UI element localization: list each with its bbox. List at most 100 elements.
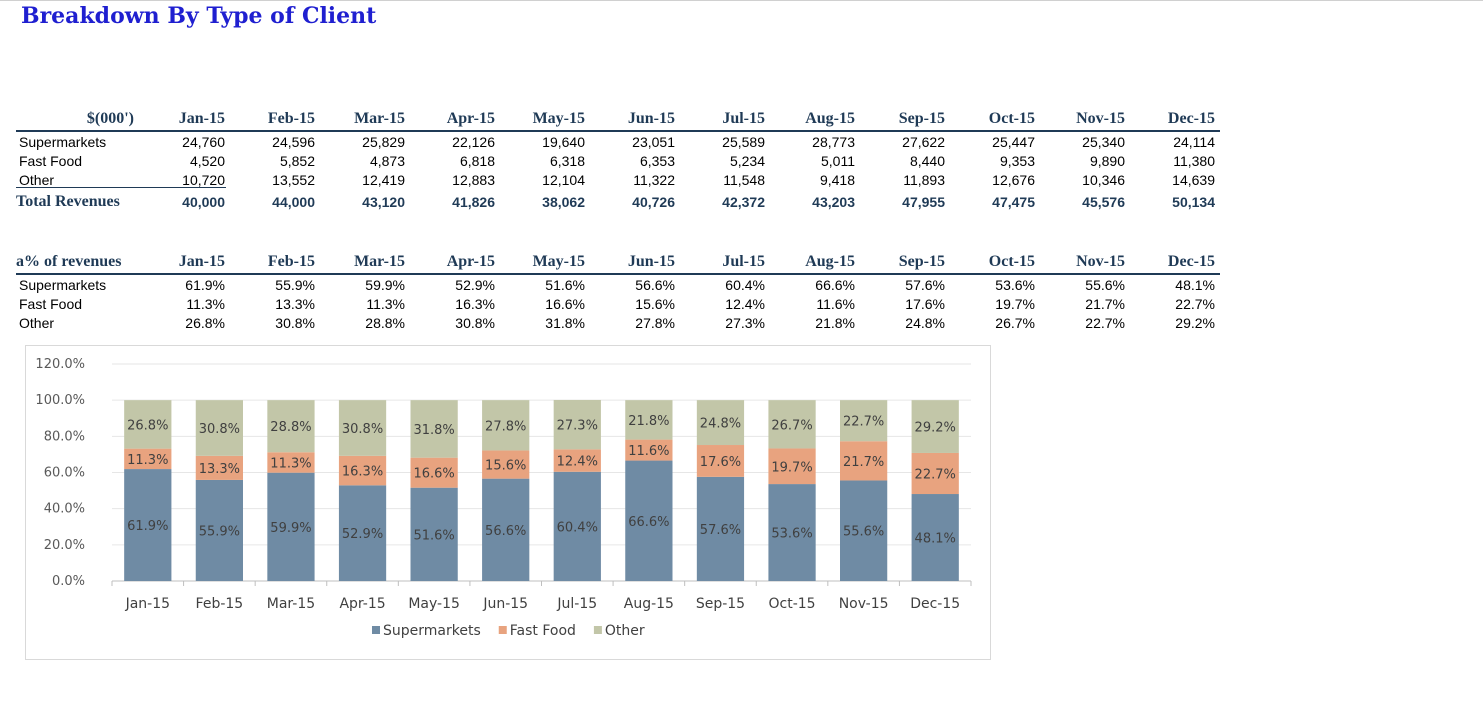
table-row: Supermarkets 61.9% 55.9% 59.9% 52.9% 51.6% 56.… [16, 275, 1220, 294]
data-label: 16.6% [413, 467, 454, 482]
x-tick-label: May-15 [408, 596, 460, 612]
table-cell: 5,011 [821, 153, 855, 169]
table-cell: 25,340 [1082, 134, 1125, 150]
table-cell: 6,818 [459, 153, 495, 169]
data-label: 28.8% [270, 420, 311, 435]
total-cell: 47,475 [992, 194, 1035, 210]
bar-supermarkets [840, 480, 888, 581]
month-header: Dec-15 [1167, 110, 1215, 127]
x-tick-label: Sep-15 [696, 596, 745, 612]
month-header: Apr-15 [446, 253, 495, 270]
bar-fast-food [625, 439, 673, 461]
total-label: Total Revenues [16, 193, 120, 210]
legend-label: Other [605, 623, 645, 639]
bar-supermarkets [124, 469, 172, 581]
month-header: Aug-15 [805, 110, 855, 127]
table-cell: 60.4% [725, 277, 765, 293]
month-header: Oct-15 [988, 110, 1035, 127]
x-tick-label: Apr-15 [339, 596, 385, 612]
table-cell: 31.8% [545, 315, 585, 331]
x-tick-label: Dec-15 [910, 596, 960, 612]
table-cell: 26.8% [185, 315, 225, 331]
data-label: 51.6% [413, 528, 454, 543]
bar-supermarkets [553, 471, 601, 581]
revenue-table: $(000') Jan-15 Feb-15 Mar-15 Apr-15 May-15 Jun… [16, 110, 1220, 213]
total-cell: 38,062 [542, 194, 585, 210]
table-cell: 27.8% [635, 315, 675, 331]
bar-fast-food [410, 457, 458, 488]
month-header: Nov-15 [1076, 110, 1125, 127]
data-label: 13.3% [199, 462, 240, 477]
table-row: Fast Food 4,520 5,852 4,873 6,818 6,318 6,353 5… [16, 151, 1220, 170]
table-header: a% of revenues Jan-15 Feb-15 Mar-15 Apr-15 Ma… [16, 253, 1220, 275]
y-tick-label: 120.0% [35, 357, 85, 372]
data-label: 27.8% [485, 419, 526, 434]
month-header: Feb-15 [267, 253, 315, 270]
chart-canvas: 0.0% 20.0% 40.0% 60.0% 80.0% 100.0% 120.0% 61.9… [35, 357, 972, 639]
data-label: 16.3% [342, 465, 383, 480]
table-row: Other 26.8% 30.8% 28.8% 30.8% 31.8% 27.8% 27.3%… [16, 313, 1220, 332]
table-row: Supermarkets 24,760 24,596 25,829 22,126 19,6… [16, 132, 1220, 151]
table-cell: 6,318 [549, 153, 585, 169]
month-header: Jan-15 [178, 253, 225, 270]
table-cell: 24,596 [272, 134, 315, 150]
table-cell: 13.3% [275, 296, 315, 312]
table-cell: 10,720 [182, 172, 225, 188]
table-cell: 25,829 [362, 134, 405, 150]
data-label: 60.4% [557, 520, 598, 535]
x-tick-label: Jul-15 [556, 596, 597, 612]
table-cell: 25,447 [992, 134, 1035, 150]
bar-fast-food [696, 445, 745, 477]
bar-fast-food [553, 449, 601, 472]
data-label: 11.6% [628, 444, 669, 459]
data-label: 26.7% [771, 418, 812, 433]
month-header: May-15 [532, 110, 585, 127]
month-header: May-15 [532, 253, 585, 270]
table-cell: 16.6% [545, 296, 585, 312]
month-header: Sep-15 [898, 253, 945, 270]
total-cell: 44,000 [272, 194, 315, 210]
table-cell: 17.6% [905, 296, 945, 312]
table-cell: 57.6% [905, 277, 945, 293]
table-cell: 12,676 [992, 172, 1035, 188]
total-cell: 50,134 [1172, 194, 1215, 210]
legend-swatch [372, 626, 380, 634]
table-cell: 66.6% [815, 277, 855, 293]
table-cell: 24,114 [1173, 134, 1215, 150]
table-corner-label: a% of revenues [16, 253, 122, 270]
table-cell: 12,419 [362, 172, 405, 188]
total-cell: 47,955 [902, 194, 945, 210]
table-cell: 19.7% [995, 296, 1035, 312]
table-cell: 4,520 [189, 153, 225, 169]
total-cell: 40,000 [182, 194, 225, 210]
data-label: 27.3% [557, 419, 598, 434]
month-header: Jan-15 [178, 110, 225, 127]
table-cell: 11,893 [903, 172, 945, 188]
x-tick-label: Nov-15 [839, 596, 889, 612]
legend-label: Fast Food [510, 623, 576, 639]
table-cell: 12,104 [542, 172, 585, 188]
table-cell: 9,353 [999, 153, 1035, 169]
y-tick-label: 80.0% [44, 429, 85, 444]
table-cell: 21.7% [1085, 296, 1125, 312]
table-cell: 22.7% [1085, 315, 1125, 331]
data-label: 26.8% [127, 418, 168, 433]
bar-other [124, 400, 172, 449]
table-cell: 12,883 [452, 172, 495, 188]
table-row: Fast Food 11.3% 13.3% 11.3% 16.3% 16.6% 15.6% 1… [16, 294, 1220, 313]
table-cell: 61.9% [185, 277, 225, 293]
data-label: 61.9% [127, 519, 168, 534]
table-row: Other 10,720 13,552 12,419 12,883 12,104 11,32… [16, 170, 1220, 189]
x-tick-label: Feb-15 [196, 596, 244, 612]
table-cell: 9,890 [1089, 153, 1125, 169]
bar-supermarkets [696, 476, 745, 581]
x-tick-label: Jan-15 [125, 596, 170, 612]
table-cell: 15.6% [635, 296, 675, 312]
month-header: Dec-15 [1167, 253, 1215, 270]
table-cell: 22.7% [1175, 296, 1215, 312]
month-header: Feb-15 [267, 110, 315, 127]
x-tick-label: Mar-15 [267, 596, 315, 612]
table-cell: 12.4% [725, 296, 765, 312]
data-label: 57.6% [700, 523, 741, 538]
month-header: Aug-15 [805, 253, 855, 270]
